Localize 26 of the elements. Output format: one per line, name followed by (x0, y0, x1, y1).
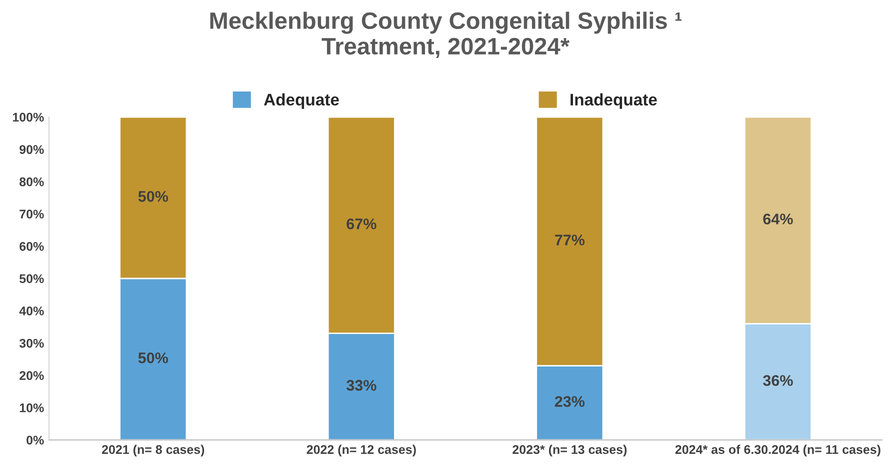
data-label: 64% (763, 214, 793, 224)
data-label: 50% (138, 191, 168, 202)
x-tick-label: 2024* as of 6.30.2024 (n= 11 cases) (675, 444, 880, 456)
y-tick-label: 100% (12, 112, 44, 122)
y-tick-label: 90% (20, 145, 44, 154)
data-label: 67% (346, 218, 376, 230)
legend-label: Adequate (264, 93, 339, 109)
x-tick-label: 2023* (n= 13 cases) (512, 444, 627, 456)
y-tick-label: 40% (19, 306, 44, 316)
x-tick-label: 2021 (n= 8 cases) (102, 444, 204, 456)
y-tick-label: 20% (20, 371, 44, 380)
y-tick-label: 80% (20, 177, 44, 186)
data-label: 33% (346, 380, 376, 391)
data-label: 36% (763, 375, 793, 386)
x-tick-label: 2022 (n= 12 cases) (306, 444, 416, 456)
data-label: 77% (555, 234, 585, 246)
data-label: 50% (138, 352, 168, 364)
y-tick-label: 60% (20, 242, 44, 251)
data-label: 23% (554, 396, 585, 407)
y-tick-label: 70% (20, 210, 44, 219)
y-tick-label: 50% (20, 274, 44, 284)
chart-title: Mecklenburg County Congenital Syphilis ¹ Treatment, 2021-2024* (210, 12, 682, 58)
y-tick-label: 30% (19, 338, 44, 348)
legend-label: Inadequate (570, 93, 657, 109)
y-tick-label: 0% (26, 436, 44, 445)
y-tick-label: 10% (20, 403, 44, 412)
